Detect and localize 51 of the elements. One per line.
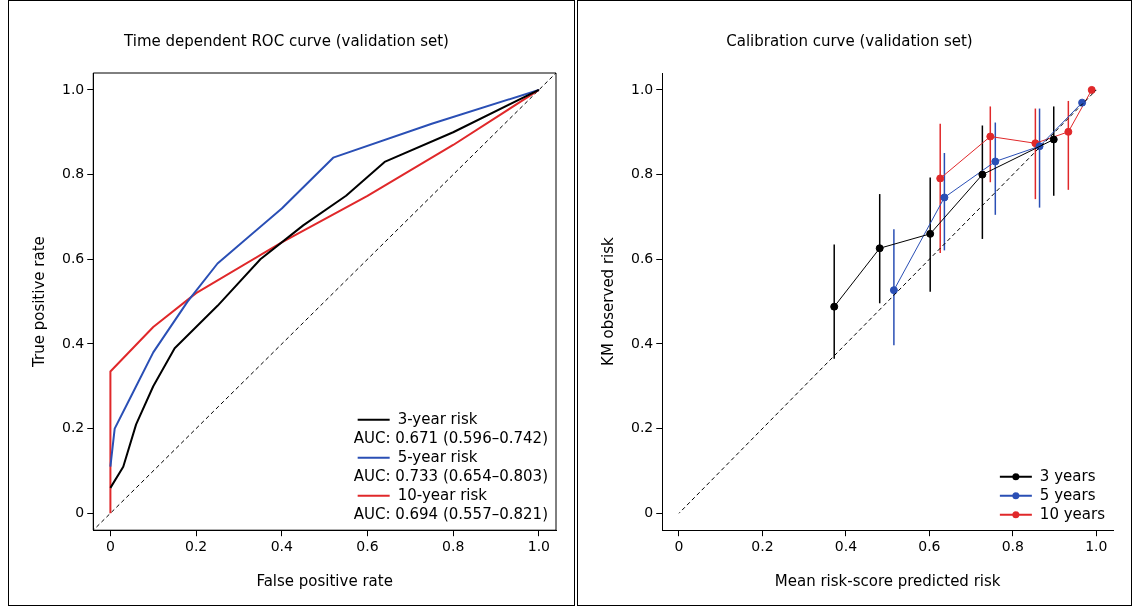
point xyxy=(830,302,839,311)
point xyxy=(1087,85,1096,94)
chart-title: Calibration curve (validation set) xyxy=(726,31,973,50)
legend-label: 3 years xyxy=(1039,466,1096,485)
x-tick-label: 0.4 xyxy=(270,538,294,555)
chart-title: Time dependent ROC curve (validation set) xyxy=(123,31,449,50)
annotation: AUC: 0.671 (0.596–0.742) xyxy=(353,428,549,447)
y-tick-label: 1.0 xyxy=(631,80,654,97)
x-tick-label: 0.2 xyxy=(751,538,774,555)
point xyxy=(926,229,935,238)
legend-label: 10-year risk xyxy=(397,485,488,504)
y-tick-label: 0.8 xyxy=(62,165,85,182)
x-tick-label: 1.0 xyxy=(1085,538,1108,555)
y-tick-label: 0.2 xyxy=(631,419,654,436)
point xyxy=(986,132,995,141)
annotation: AUC: 0.694 (0.557–0.821) xyxy=(353,504,549,523)
point xyxy=(978,170,987,179)
point xyxy=(875,244,884,253)
y-tick-label: 0.4 xyxy=(631,334,654,351)
annotation: AUC: 0.733 (0.654–0.803) xyxy=(353,466,549,485)
y-tick-label: 0.6 xyxy=(62,249,85,266)
x-axis-title: Mean risk-score predicted risk xyxy=(774,571,1001,590)
x-axis-title: False positive rate xyxy=(256,571,393,590)
point xyxy=(936,174,945,183)
x-tick-label: 1.0 xyxy=(527,538,550,555)
x-tick-label: 0.8 xyxy=(1001,538,1024,555)
y-tick-label: 0 xyxy=(644,503,654,520)
legend-label: 3-year risk xyxy=(397,409,478,428)
y-tick-label: 1.0 xyxy=(62,80,85,97)
point xyxy=(940,193,949,202)
point xyxy=(889,286,898,295)
y-axis-title: True positive rate xyxy=(29,236,48,368)
y-tick-label: 0 xyxy=(75,503,85,520)
legend-label: 5 years xyxy=(1039,485,1096,504)
x-tick-label: 0.8 xyxy=(442,538,465,555)
legend-label: 5-year risk xyxy=(397,447,478,466)
y-tick-label: 0.6 xyxy=(631,249,654,266)
x-tick-label: 0 xyxy=(674,538,684,555)
point xyxy=(1064,127,1073,136)
legend-label: 10 years xyxy=(1039,504,1106,523)
y-axis-title: KM observed risk xyxy=(598,236,617,366)
y-tick-label: 0.8 xyxy=(631,165,654,182)
x-tick-label: 0 xyxy=(105,538,115,555)
point xyxy=(991,157,1000,166)
x-tick-label: 0.2 xyxy=(184,538,208,555)
x-tick-label: 0.4 xyxy=(834,538,858,555)
y-tick-label: 0.2 xyxy=(62,419,85,436)
x-tick-label: 0.6 xyxy=(918,538,941,555)
x-tick-label: 0.6 xyxy=(356,538,379,555)
point xyxy=(1049,135,1058,144)
y-tick-label: 0.4 xyxy=(62,334,85,351)
